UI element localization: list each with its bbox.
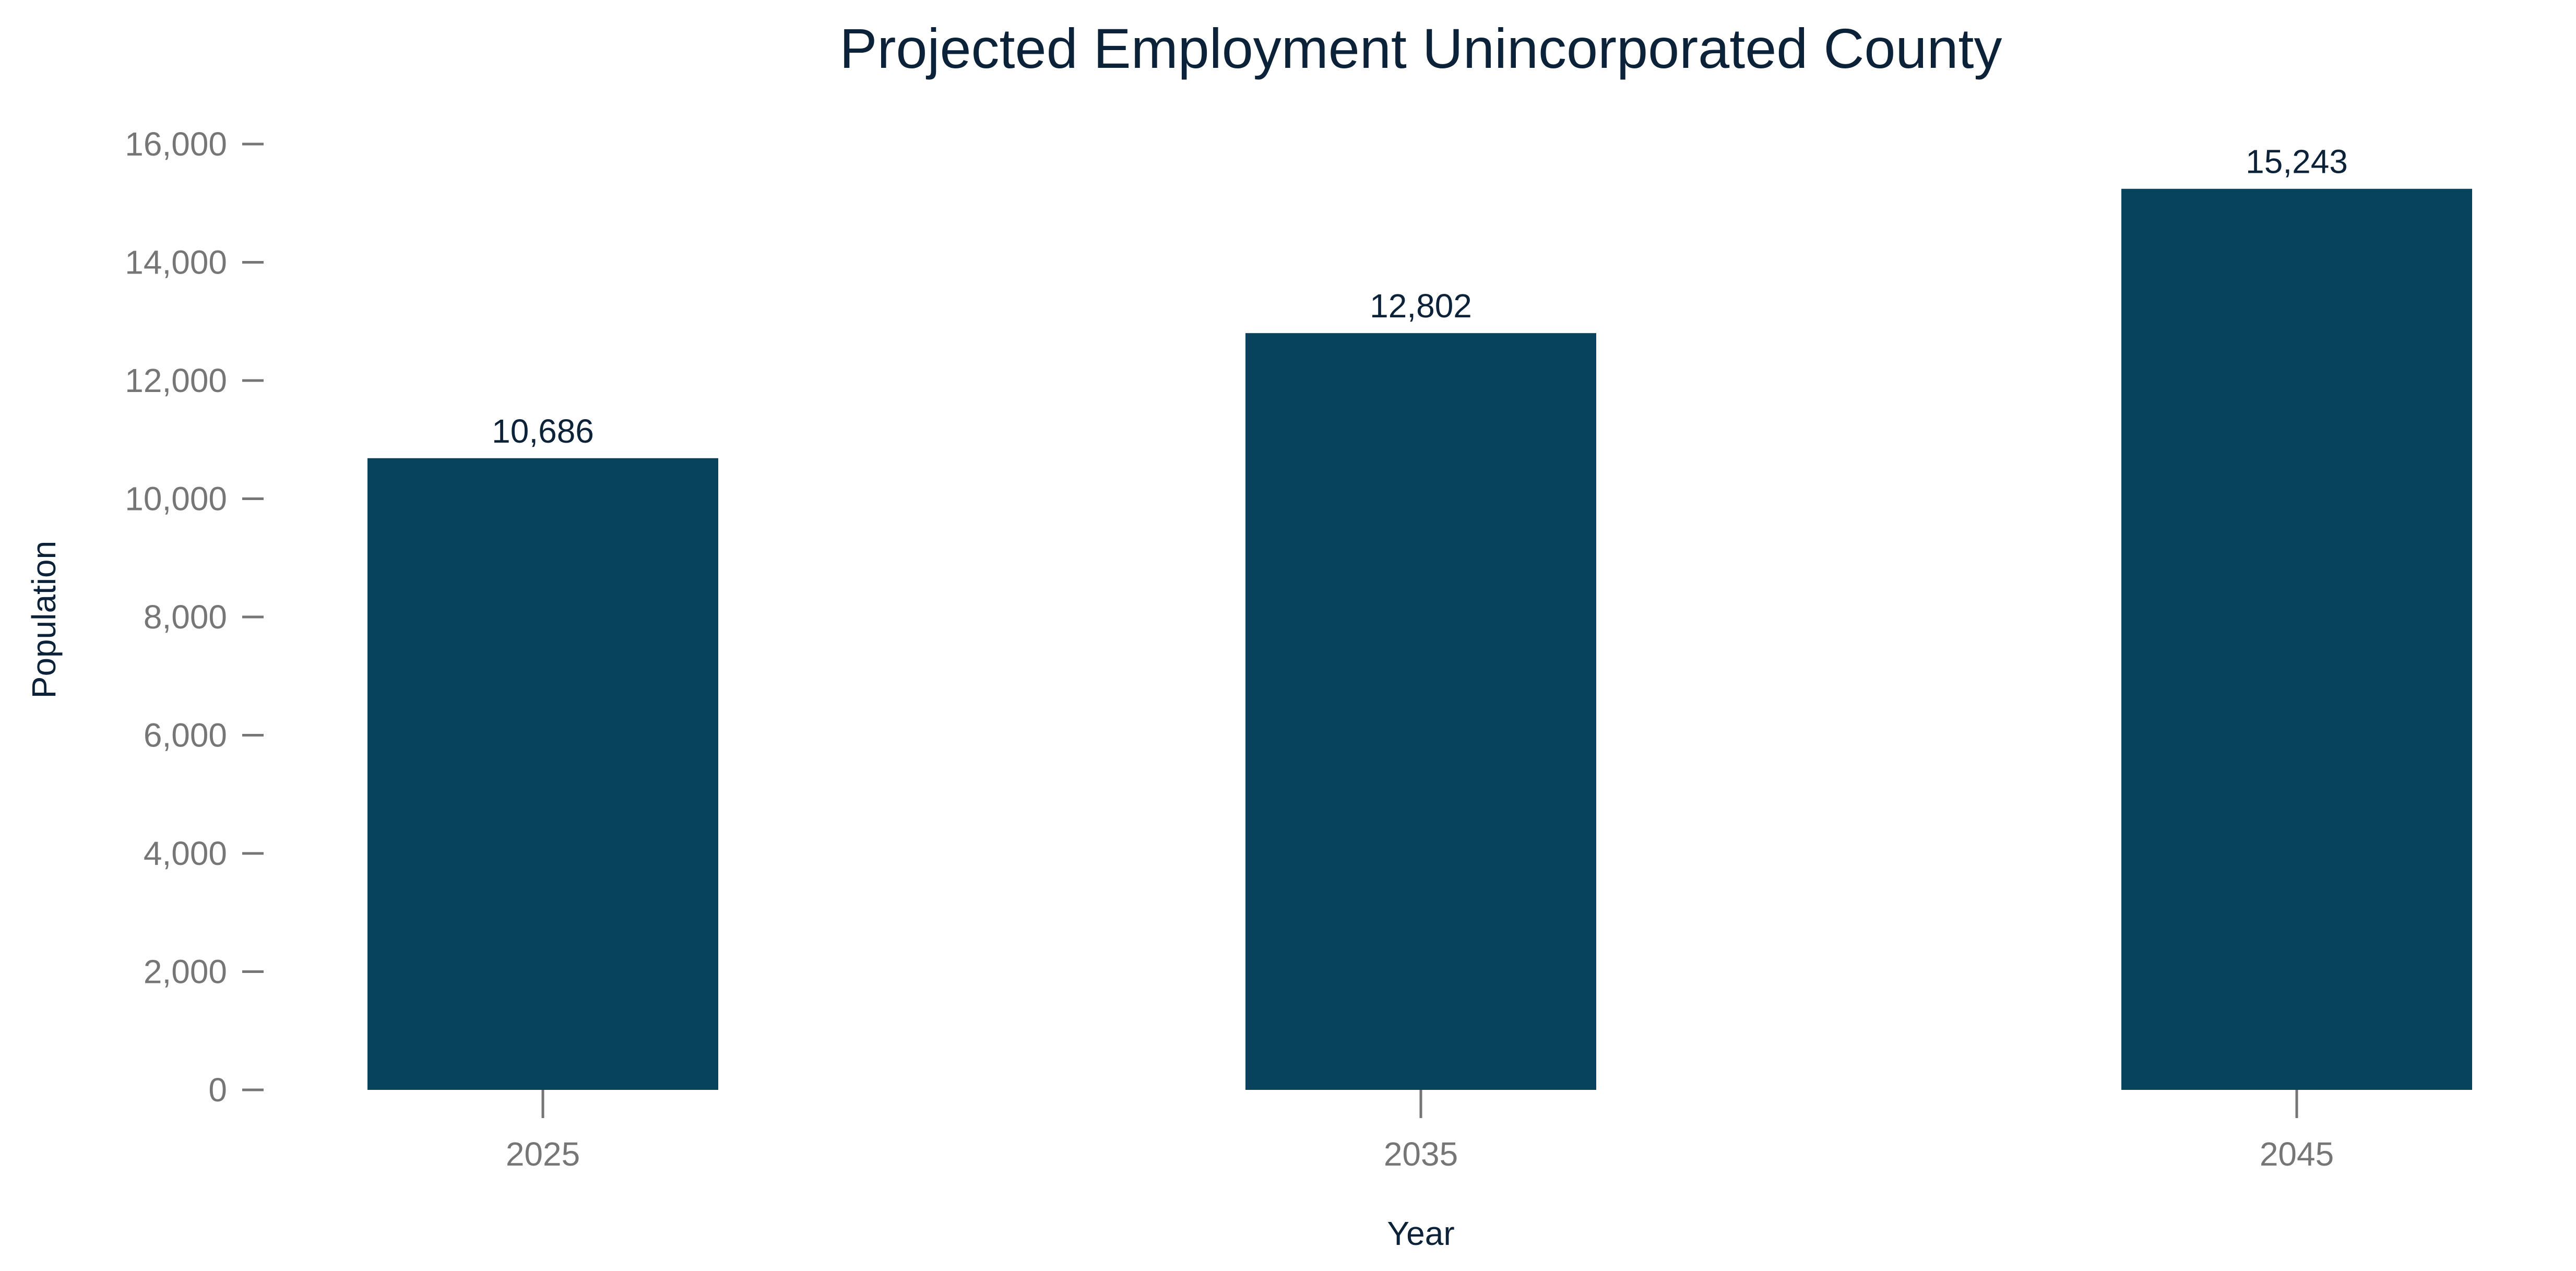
y-tick-label: 8,000 <box>144 598 227 636</box>
y-axis: 0 2,000 4,000 6,000 8,000 10,000 12,000 14,000 1… <box>125 125 264 1109</box>
bar <box>1245 333 1596 1090</box>
y-tick-label: 0 <box>208 1071 227 1109</box>
x-axis-title: Year <box>1387 1215 1454 1252</box>
y-tick-label: 16,000 <box>125 125 227 163</box>
bars: 10,686 12,802 15,243 <box>367 143 2472 1090</box>
x-axis: 2025 2035 2045 <box>506 1090 2334 1173</box>
y-tick-label: 14,000 <box>125 244 227 281</box>
y-tick-label: 4,000 <box>144 835 227 872</box>
y-tick-label: 6,000 <box>144 717 227 754</box>
bar <box>2121 188 2472 1090</box>
chart-title: Projected Employment Unincorporated Coun… <box>839 17 2002 80</box>
bar-value-label: 12,802 <box>1370 287 1472 325</box>
y-tick-label: 2,000 <box>144 953 227 991</box>
bar-value-label: 15,243 <box>2246 143 2348 181</box>
bar <box>367 458 718 1090</box>
bar-value-label: 10,686 <box>492 412 594 450</box>
x-tick-label: 2045 <box>2260 1135 2334 1173</box>
y-tick-label: 12,000 <box>125 362 227 399</box>
y-tick-label: 10,000 <box>125 480 227 518</box>
x-tick-label: 2035 <box>1384 1135 1458 1173</box>
y-axis-title: Population <box>25 541 63 698</box>
x-tick-label: 2025 <box>506 1135 580 1173</box>
